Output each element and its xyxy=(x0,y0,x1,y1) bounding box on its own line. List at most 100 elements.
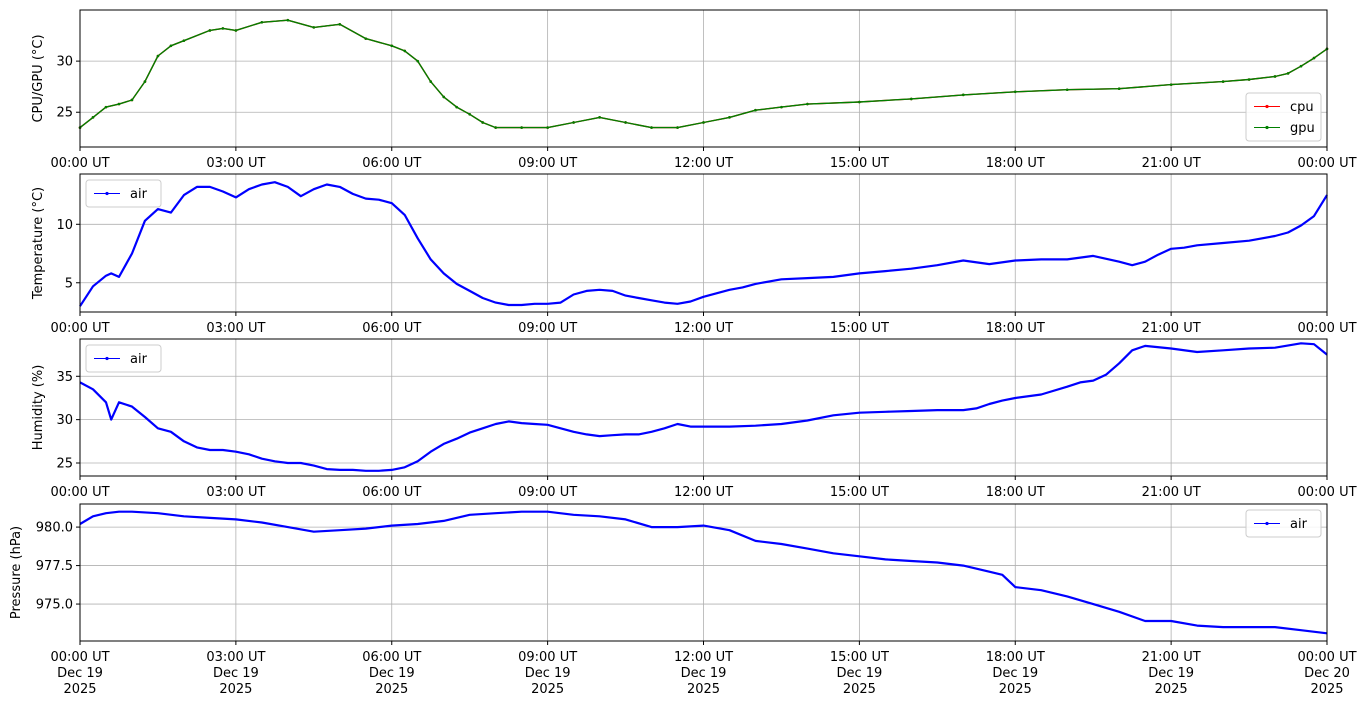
data-point-gpu xyxy=(1013,90,1017,94)
data-point-gpu xyxy=(429,80,433,83)
cpu-gpu-ylabel: CPU/GPU (°C) xyxy=(31,34,46,122)
data-point-gpu xyxy=(1065,88,1069,92)
x-tick-label: 18:00 UT xyxy=(986,156,1045,171)
data-point-gpu xyxy=(961,93,965,97)
y-tick-label: 10 xyxy=(56,218,73,233)
x-tick-label: 09:00 UT xyxy=(518,156,577,171)
legend-label-air: air xyxy=(130,352,148,367)
data-point-gpu xyxy=(455,105,458,109)
x-tick-label: 03:00 UT xyxy=(206,321,265,336)
data-point-gpu xyxy=(338,23,342,26)
x-tick-label: 15:00 UT Dec 19 2025 xyxy=(830,650,889,697)
y-tick-label: 25 xyxy=(56,106,73,121)
legend: cpu gpu xyxy=(1245,92,1322,142)
data-point-gpu xyxy=(364,37,368,40)
data-point-gpu xyxy=(728,116,731,119)
legend-marker-air xyxy=(105,356,109,361)
x-tick-label: 09:00 UT xyxy=(518,321,577,336)
legend-marker-air xyxy=(1265,521,1269,526)
humidity-panel: Humidity (%) 25 30 35 00:00 UT 03:00 UT 06:00… xyxy=(31,338,1357,500)
x-tick-label: 00:00 UT xyxy=(50,156,109,171)
y-tick-label: 30 xyxy=(56,55,73,70)
x-tick-label: 21:00 UT xyxy=(1142,321,1201,336)
data-point-gpu xyxy=(1117,87,1121,91)
x-tick-label: 12:00 UT xyxy=(674,485,733,500)
data-point-gpu xyxy=(754,108,757,112)
data-point-gpu xyxy=(1286,72,1290,75)
series-line-air xyxy=(79,342,1328,472)
data-point-gpu xyxy=(598,116,601,119)
x-tick-label: 00:00 UT Dec 19 2025 xyxy=(50,650,109,697)
data-point-gpu xyxy=(1247,78,1251,81)
legend-marker-air xyxy=(105,191,109,196)
x-tick-label: 03:00 UT Dec 19 2025 xyxy=(206,650,265,697)
legend-box xyxy=(1245,92,1322,142)
x-tick-label: 06:00 UT Dec 19 2025 xyxy=(362,650,421,697)
data-point-gpu xyxy=(182,39,186,42)
temperature-panel: Temperature (°C) 5 10 00:00 UT 03:00 UT 06:0… xyxy=(31,173,1357,336)
x-tick-label: 21:00 UT xyxy=(1142,485,1201,500)
data-point-gpu xyxy=(130,98,134,102)
data-point-gpu xyxy=(234,29,238,32)
x-tick-label: 18:00 UT xyxy=(986,485,1045,500)
x-tick-label: 21:00 UT Dec 19 2025 xyxy=(1142,650,1201,697)
y-tick-label: 30 xyxy=(56,413,73,428)
x-tick-label: 00:00 UT xyxy=(50,321,109,336)
data-point-gpu xyxy=(702,121,705,124)
data-point-gpu xyxy=(156,54,160,58)
legend: air xyxy=(85,344,162,373)
data-point-gpu xyxy=(169,44,173,48)
x-tick-label: 00:00 UT Dec 20 2025 xyxy=(1297,650,1356,697)
legend: air xyxy=(1245,509,1322,538)
x-tick-label: 12:00 UT xyxy=(674,321,733,336)
x-tick-label: 06:00 UT xyxy=(362,485,421,500)
series-line-air xyxy=(79,181,1328,307)
x-tick-label: 18:00 UT xyxy=(986,321,1045,336)
x-tick-label: 09:00 UT xyxy=(518,485,577,500)
temperature-ylabel: Temperature (°C) xyxy=(31,187,46,300)
data-point-gpu xyxy=(442,95,446,99)
data-point-gpu xyxy=(312,26,316,29)
data-point-gpu xyxy=(117,102,121,106)
data-point-gpu xyxy=(650,126,653,129)
data-point-gpu xyxy=(494,126,497,129)
x-tick-label: 09:00 UT Dec 19 2025 xyxy=(518,650,577,697)
legend-label-gpu: gpu xyxy=(1290,121,1315,136)
data-point-gpu xyxy=(806,102,809,106)
data-point-gpu xyxy=(208,29,212,32)
legend-label-air: air xyxy=(1290,517,1308,532)
data-point-gpu xyxy=(676,126,679,129)
data-point-gpu xyxy=(390,44,394,48)
pressure-panel: Pressure (hPa) 975.0 977.5 980.0 00:00 UT De… xyxy=(9,503,1357,697)
x-tick-label: 00:00 UT xyxy=(1297,485,1356,500)
x-tick-label: 18:00 UT Dec 19 2025 xyxy=(986,650,1045,697)
legend-marker-cpu xyxy=(1265,104,1269,109)
data-point-gpu xyxy=(858,100,861,104)
data-point-gpu xyxy=(1312,56,1316,60)
pressure-ylabel: Pressure (hPa) xyxy=(9,526,24,619)
data-point-gpu xyxy=(468,112,471,116)
y-tick-label: 975.0 xyxy=(36,598,73,613)
x-tick-label: 00:00 UT xyxy=(50,485,109,500)
x-tick-label: 00:00 UT xyxy=(1297,156,1356,171)
data-point-gpu xyxy=(780,105,783,109)
data-point-gpu xyxy=(143,80,147,83)
y-tick-label: 977.5 xyxy=(36,559,73,574)
legend-label-cpu: cpu xyxy=(1290,100,1314,115)
legend-box xyxy=(85,344,162,373)
x-tick-label: 15:00 UT xyxy=(830,485,889,500)
y-tick-label: 25 xyxy=(56,456,73,471)
data-point-gpu xyxy=(546,126,549,129)
humidity-ylabel: Humidity (%) xyxy=(31,365,46,451)
data-point-gpu xyxy=(1169,83,1173,86)
data-point-gpu xyxy=(520,126,523,129)
data-point-gpu xyxy=(572,121,575,124)
x-tick-label: 03:00 UT xyxy=(206,156,265,171)
legend-marker-gpu xyxy=(1265,125,1269,130)
cpu-gpu-panel: CPU/GPU (°C) 25 30 00:00 UT 03:00 UT 06:00 U… xyxy=(31,9,1357,171)
data-point-gpu xyxy=(260,20,264,24)
data-point-gpu xyxy=(481,121,484,124)
data-point-gpu xyxy=(1273,75,1277,78)
x-tick-label: 21:00 UT xyxy=(1142,156,1201,171)
